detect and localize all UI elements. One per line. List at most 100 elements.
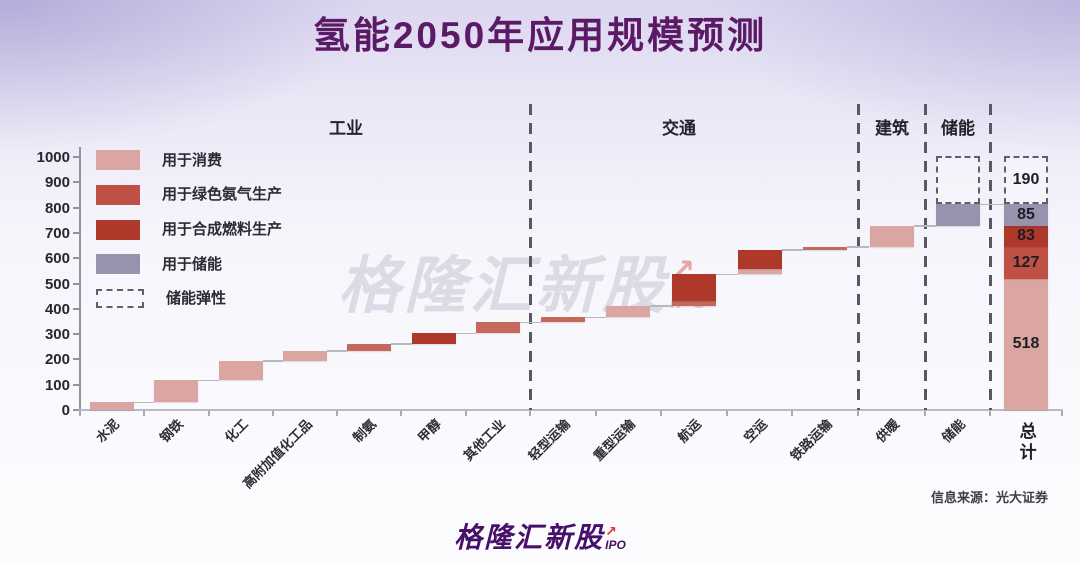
- connector-line: [781, 249, 804, 251]
- x-axis-tick: [143, 411, 146, 416]
- footer-brand-text: 格隆汇新股: [454, 522, 605, 553]
- connector-line: [198, 379, 219, 382]
- legend-label: 用于绿色氨气生产: [162, 186, 283, 204]
- y-axis-tick: [73, 282, 79, 285]
- storage-flex-box-储能: [935, 156, 980, 205]
- bar-segment-航运: [672, 274, 716, 301]
- section-header-3: 建筑: [875, 119, 909, 138]
- bar-segment-水泥: [90, 402, 135, 410]
- connector-line: [327, 350, 348, 352]
- section-header-4: 储能: [941, 119, 975, 138]
- section-header-1: 工业: [329, 119, 363, 138]
- connector-line: [716, 273, 738, 276]
- connector-line: [847, 246, 870, 248]
- y-axis-tick: [73, 181, 79, 184]
- value-label: 127: [1012, 253, 1040, 271]
- data-source-note: 信息来源：光大证券: [930, 490, 1048, 505]
- x-axis-tick: [725, 411, 728, 416]
- y-axis-tick-label: 100: [44, 376, 70, 394]
- x-axis-tick: [464, 411, 467, 416]
- y-axis-tick-label: 400: [44, 300, 70, 318]
- x-label-储能: 储能: [938, 416, 968, 446]
- x-axis-tick: [1061, 411, 1063, 416]
- value-label: 83: [1017, 227, 1035, 245]
- x-axis-tick: [857, 411, 859, 416]
- footer-ipo-text: IPO: [605, 538, 626, 552]
- section-divider: [528, 104, 532, 410]
- y-axis-tick-label: 1000: [36, 149, 70, 166]
- value-label: 190: [1012, 171, 1040, 189]
- storage-flex-box-总计: 190: [1004, 156, 1048, 205]
- x-label-化工: 化工: [221, 416, 251, 446]
- legend-swatch: [96, 150, 140, 170]
- x-axis-line: [79, 409, 1063, 411]
- y-axis-tick: [73, 257, 79, 260]
- bar-segment-甲醇: [411, 333, 456, 344]
- y-axis-tick: [73, 231, 79, 234]
- value-label: 85: [1017, 206, 1035, 224]
- bar-segment-制氨: [347, 343, 392, 351]
- x-axis-tick: [989, 411, 991, 416]
- x-label-航运: 航运: [674, 416, 704, 446]
- y-axis-tick-label: 600: [44, 250, 70, 268]
- footer-logo: 格隆汇新股 ↗ IPO: [0, 524, 1080, 552]
- watermark: 格隆汇新股 ↗ IPO: [338, 256, 708, 318]
- legend-label: 用于合成燃料生产: [162, 221, 283, 239]
- y-axis-tick: [73, 409, 79, 411]
- legend-label: 储能弹性: [166, 290, 227, 308]
- connector-line: [519, 321, 541, 324]
- x-axis-tick: [660, 411, 663, 416]
- x-axis-tick: [529, 411, 531, 416]
- x-label-总计: 总计: [1016, 422, 1036, 464]
- bar-segment-空运: [737, 249, 782, 270]
- connector-line: [391, 343, 412, 345]
- bar-segment-总计: 85: [1004, 204, 1048, 226]
- section-header-2: 交通: [662, 119, 696, 138]
- legend-item-5: 储能弹性: [96, 289, 227, 309]
- footer-arrow-icon: ↗: [605, 523, 617, 539]
- bar-segment-铁路运输: [803, 246, 848, 250]
- x-axis-tick: [924, 411, 926, 416]
- x-axis-tick: [400, 411, 403, 416]
- connector-line: [979, 203, 1004, 206]
- legend-item-3: 用于合成燃料生产: [96, 219, 283, 240]
- legend-item-1: 用于消费: [96, 150, 222, 170]
- x-label-供暖: 供暖: [872, 416, 902, 446]
- x-label-制氨: 制氨: [350, 416, 380, 446]
- y-axis-tick-label: 700: [44, 224, 70, 242]
- value-label: 518: [1012, 335, 1040, 353]
- legend-item-4: 用于储能: [96, 254, 223, 275]
- x-label-水泥: 水泥: [93, 416, 123, 446]
- y-axis-tick-label: 0: [61, 402, 70, 419]
- y-axis-tick: [73, 333, 79, 336]
- x-axis-tick: [207, 411, 210, 416]
- legend-swatch: [96, 219, 140, 240]
- bar-segment-其他工业: [475, 322, 520, 334]
- x-label-铁路运输: 铁路运输: [787, 416, 836, 464]
- x-axis-tick: [791, 411, 794, 416]
- bar-segment-总计: 83: [1004, 225, 1048, 247]
- connector-line: [584, 316, 607, 319]
- bar-segment-钢铁: [154, 380, 199, 403]
- legend-label: 用于储能: [162, 255, 223, 273]
- y-axis-tick-label: 200: [44, 351, 70, 369]
- y-axis-tick: [73, 358, 79, 361]
- y-axis-tick: [73, 206, 79, 209]
- x-label-轻型运输: 轻型运输: [525, 416, 573, 464]
- y-axis-tick-label: 800: [44, 199, 70, 217]
- bar-segment-化工: [218, 360, 263, 381]
- section-divider: [923, 104, 927, 410]
- bar-segment-重型运输: [606, 305, 651, 318]
- x-label-其他工业: 其他工业: [460, 416, 508, 464]
- y-axis-tick-label: 500: [44, 275, 70, 293]
- x-label-甲醇: 甲醇: [414, 416, 444, 446]
- legend-swatch: [96, 254, 140, 275]
- bar-segment-空运: [737, 269, 782, 275]
- x-label-钢铁: 钢铁: [157, 416, 187, 446]
- legend-swatch-dashed: [96, 289, 144, 309]
- bar-segment-高附加值化工品: [283, 350, 327, 361]
- y-axis-tick: [73, 156, 79, 158]
- bar-segment-供暖: [869, 225, 914, 247]
- connector-line: [650, 305, 672, 307]
